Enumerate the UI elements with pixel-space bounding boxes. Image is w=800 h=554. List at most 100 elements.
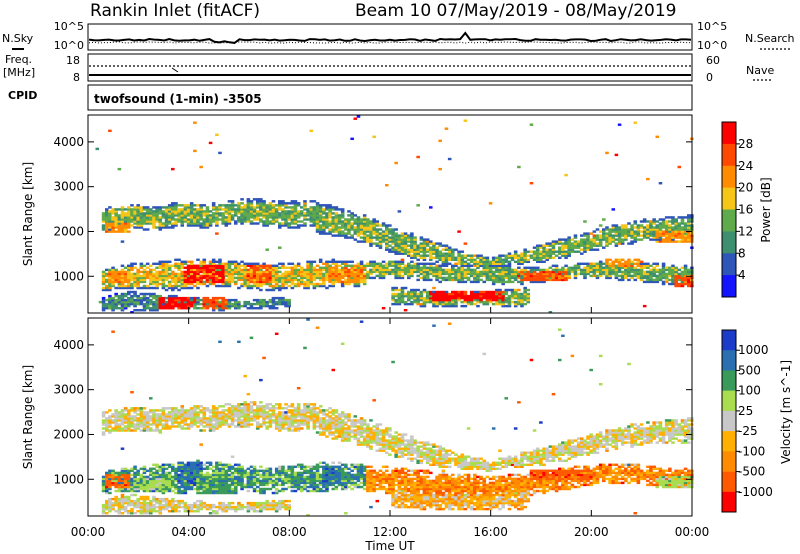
heatmap-cell (454, 256, 458, 260)
heatmap-cell (605, 238, 609, 241)
heatmap-cell (664, 280, 669, 284)
heatmap-cell (608, 228, 612, 231)
heatmap-cell (108, 210, 112, 213)
heatmap-cell (567, 236, 571, 239)
heatmap-cell (356, 268, 361, 272)
heatmap-cell (183, 487, 188, 491)
heatmap-cell (142, 415, 147, 418)
heatmap-cell (425, 268, 430, 272)
heatmap-cell (334, 220, 339, 223)
heatmap-cell (491, 266, 496, 270)
heatmap-cell (366, 240, 370, 243)
heatmap-cell (167, 226, 172, 229)
heatmap-cell (397, 268, 402, 272)
heatmap-cell (624, 224, 628, 227)
heatmap-cell (120, 415, 125, 418)
heatmap-cell (671, 238, 675, 241)
heatmap-cell (325, 232, 329, 235)
heatmap-cell (268, 307, 273, 310)
heatmap-cell (356, 284, 361, 288)
heatmap-cell (598, 262, 603, 266)
heatmap-cell (306, 284, 310, 288)
heatmap-cell (554, 274, 559, 278)
heatmap-cell (517, 288, 521, 292)
heatmap-cell (375, 264, 380, 268)
heatmap-cell (130, 501, 134, 505)
heatmap-cell (312, 286, 317, 290)
heatmap-cell (488, 298, 493, 302)
heatmap-cell (331, 230, 336, 233)
heatmap-cell (375, 244, 380, 247)
heatmap-cell (309, 260, 314, 264)
heatmap-cell (586, 264, 590, 268)
heatmap-cell (180, 405, 185, 408)
heatmap-cell (353, 238, 358, 241)
cpid-panel: CPID twofsound (1-min) -3505 (8, 84, 693, 111)
heatmap-cell (268, 222, 273, 225)
heatmap-cell (605, 274, 609, 278)
heatmap-cell (444, 264, 449, 268)
heatmap-cell (372, 224, 376, 227)
heatmap-cell (237, 204, 241, 207)
heatmap-cell (444, 248, 449, 251)
heatmap-cell (196, 298, 200, 302)
heatmap-cell (186, 276, 191, 280)
heatmap-cell (642, 236, 647, 239)
heatmap-cell (133, 409, 137, 412)
heatmap-cell (284, 212, 288, 215)
heatmap-cell (639, 264, 644, 268)
heatmap-cell (161, 282, 166, 286)
heatmap-cell (391, 240, 395, 243)
heatmap-cell (391, 270, 395, 274)
heatmap-cell (278, 296, 282, 300)
heatmap-cell (127, 290, 131, 294)
heatmap-cell (262, 216, 266, 219)
heatmap-cell (237, 270, 241, 274)
heatmap-cell (164, 296, 169, 300)
heatmap-cell (469, 292, 474, 296)
heatmap-cell (353, 284, 358, 288)
heatmap-cell (171, 409, 175, 412)
heatmap-cell (385, 242, 389, 245)
heatmap-cell (602, 268, 606, 272)
heatmap-cell (668, 216, 672, 219)
heatmap-cell (620, 242, 625, 245)
heatmap-cell (120, 307, 125, 310)
heatmap-cell (164, 425, 169, 428)
heatmap-cell (174, 218, 178, 221)
heatmap-cell (108, 499, 112, 503)
heatmap-cell (347, 282, 351, 286)
heatmap-cell (545, 252, 549, 255)
heatmap-cell (589, 242, 593, 245)
heatmap-cell (161, 226, 166, 229)
heatmap-cell (340, 226, 345, 229)
heatmap-cell (460, 270, 465, 274)
heatmap-cell (580, 268, 584, 272)
heatmap-cell (416, 155, 420, 159)
heatmap-cell (120, 220, 125, 223)
heatmap-cell (183, 505, 188, 509)
heatmap-cell (171, 425, 175, 428)
heatmap-cell (561, 278, 565, 282)
heatmap-cell (218, 296, 222, 300)
heatmap-cell (630, 226, 634, 229)
heatmap-cell (425, 266, 430, 270)
heatmap-cell (281, 200, 285, 203)
heatmap-cell (262, 272, 266, 276)
heatmap-cell (101, 475, 106, 479)
heatmap-cell (605, 264, 609, 268)
heatmap-cell (111, 212, 115, 215)
heatmap-cell (256, 210, 260, 213)
heatmap-cell (353, 278, 358, 282)
heatmap-cell (142, 487, 147, 491)
heatmap-cell (234, 214, 238, 217)
heatmap-cell (510, 292, 515, 296)
heatmap-cell (476, 292, 480, 296)
heatmap-cell (391, 242, 395, 245)
power-heatmap-cells (95, 115, 694, 314)
heatmap-cell (536, 248, 540, 251)
heatmap-cell (120, 294, 125, 298)
heatmap-cell (120, 411, 125, 414)
heatmap-cell (111, 481, 115, 485)
heatmap-cell (158, 274, 163, 278)
